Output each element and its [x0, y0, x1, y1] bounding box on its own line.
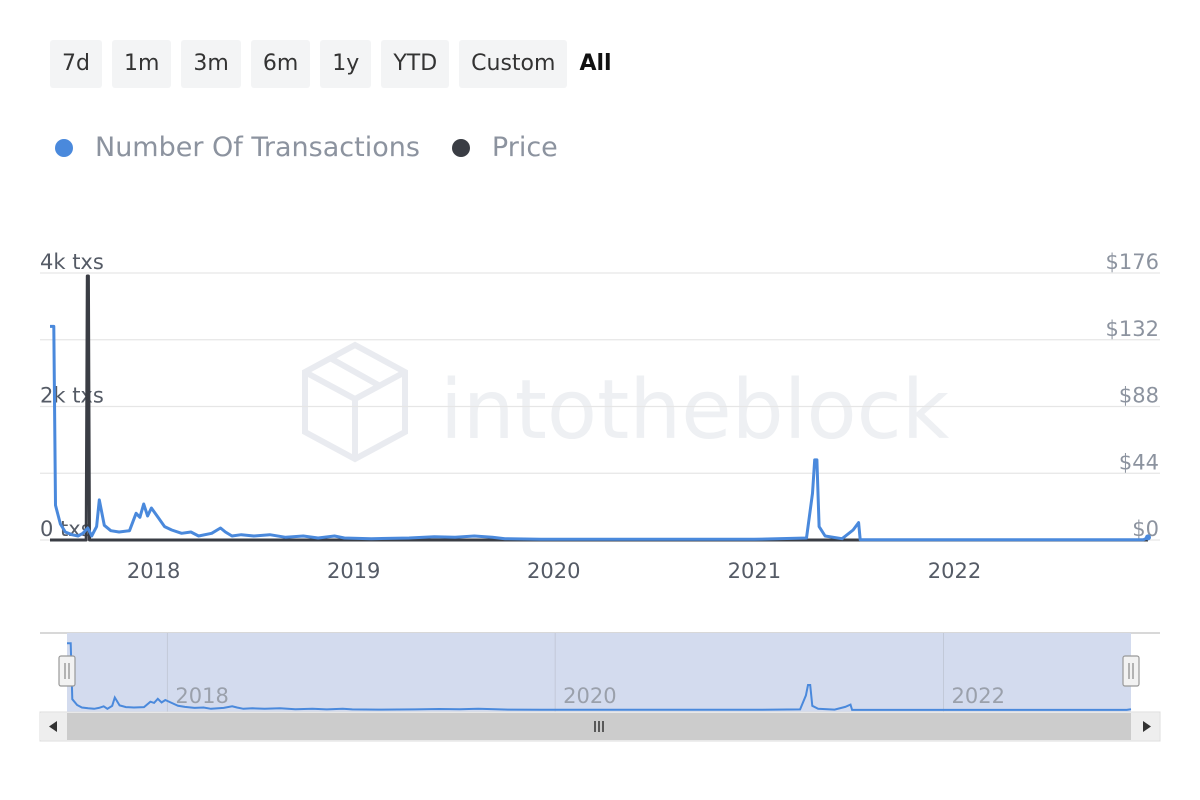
- x-axis: 2018 2019 2020 2021 2022: [127, 559, 981, 583]
- legend-label: Price: [491, 132, 558, 163]
- range-button-1y[interactable]: 1y: [320, 40, 372, 88]
- watermark: intotheblock: [302, 341, 950, 463]
- left-axis: 0 txs 2k txs 4k txs: [40, 250, 104, 541]
- legend-dot-icon: [55, 138, 73, 157]
- range-button-custom[interactable]: Custom: [459, 40, 568, 88]
- legend: Number Of Transactions Price: [55, 132, 558, 163]
- navigator-right-handle[interactable]: [1122, 655, 1140, 687]
- series-line-price: [50, 274, 1148, 542]
- legend-dot-icon: [451, 138, 470, 157]
- y-right-tick-label: $44: [1119, 450, 1159, 474]
- navigator-left-handle[interactable]: [58, 655, 76, 687]
- y-left-tick-label: 4k txs: [40, 250, 104, 274]
- y-left-tick-label: 2k txs: [40, 384, 104, 408]
- range-button-ytd[interactable]: YTD: [381, 40, 450, 88]
- plot-area: [50, 274, 1151, 542]
- legend-label: Number Of Transactions: [95, 132, 420, 163]
- y-left-tick-label: 0 txs: [40, 517, 92, 541]
- y-right-tick-label: $88: [1119, 384, 1159, 408]
- series-line-number-of-transactions: [50, 324, 1149, 542]
- y-right-tick-label: $176: [1106, 250, 1159, 274]
- x-tick-label: 2020: [527, 559, 580, 583]
- navigator-series-line: [67, 642, 1132, 711]
- right-axis: $0$44$88$132$176: [1106, 250, 1159, 541]
- navigator-tick-label: 2022: [951, 684, 1004, 708]
- arrow-left-icon: [49, 721, 57, 732]
- x-tick-label: 2018: [127, 559, 180, 583]
- watermark-text: intotheblock: [440, 363, 950, 458]
- x-tick-label: 2022: [928, 559, 981, 583]
- navigator-selection[interactable]: [67, 633, 1131, 712]
- scroll-left-button[interactable]: [40, 713, 67, 740]
- range-button-1m[interactable]: 1m: [111, 40, 172, 88]
- watermark-logo-icon: [302, 341, 408, 463]
- navigator-scrollbar[interactable]: [39, 711, 1161, 742]
- x-tick-label: 2019: [327, 559, 380, 583]
- navigator[interactable]: 2018 2020 2022: [39, 632, 1161, 742]
- legend-item-number-of-transactions[interactable]: Number Of Transactions: [55, 132, 420, 163]
- y-right-tick-label: $132: [1106, 317, 1159, 341]
- navigator-tick-label: 2020: [563, 684, 616, 708]
- series-end-point: [1145, 534, 1151, 541]
- range-selector: 7d 1m 3m 6m 1y YTD Custom All: [50, 40, 614, 88]
- range-button-all[interactable]: All: [579, 51, 612, 76]
- arrow-right-icon: [1143, 721, 1151, 732]
- range-button-6m[interactable]: 6m: [250, 40, 311, 88]
- navigator-tick-label: 2018: [175, 684, 228, 708]
- scroll-right-button[interactable]: [1131, 713, 1159, 740]
- range-button-3m[interactable]: 3m: [181, 40, 241, 88]
- legend-item-price[interactable]: Price: [451, 132, 558, 163]
- range-button-7d[interactable]: 7d: [50, 40, 102, 88]
- x-tick-label: 2021: [728, 559, 781, 583]
- grid: [40, 272, 1160, 541]
